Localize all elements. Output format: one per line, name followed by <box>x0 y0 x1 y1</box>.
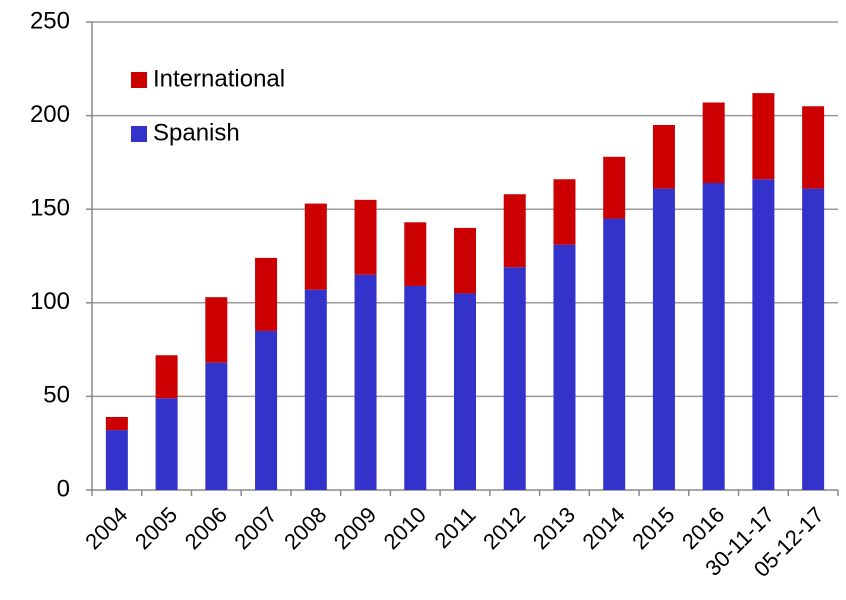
x-tick-label: 2012 <box>478 502 530 554</box>
bar-segment <box>255 257 278 331</box>
x-tick-label: 2011 <box>430 502 481 553</box>
x-tick-label: 2008 <box>279 502 331 554</box>
x-tick-label: 2015 <box>627 502 679 554</box>
x-tick-label: 2007 <box>229 502 281 554</box>
legend-swatch <box>131 126 147 142</box>
y-tick-label: 200 <box>30 101 70 128</box>
bar-segment <box>802 106 825 189</box>
legend-label: International <box>153 65 285 92</box>
bar-segment <box>752 179 775 491</box>
bar-segment <box>802 188 825 490</box>
x-tick-label: 2014 <box>578 502 630 554</box>
bar-segment <box>553 179 576 245</box>
y-tick-label: 150 <box>30 195 70 222</box>
bar-segment <box>603 156 626 219</box>
bar-segment <box>255 330 278 490</box>
bar-segment <box>702 182 725 490</box>
y-tick-label: 250 <box>30 7 70 34</box>
bar-segment <box>652 188 675 490</box>
y-tick-label: 100 <box>30 288 70 315</box>
y-tick-label: 0 <box>57 475 70 502</box>
bar-segment <box>205 297 228 363</box>
bar-segment <box>752 93 775 180</box>
bar-segment <box>354 274 377 490</box>
bar-segment <box>404 285 427 490</box>
bar-segment <box>105 416 128 431</box>
x-tick-label: 2005 <box>130 502 182 554</box>
bar-segment <box>603 218 626 490</box>
x-tick-label: 2010 <box>379 502 431 554</box>
bar-segment <box>702 102 725 183</box>
bar-segment <box>503 194 526 268</box>
y-tick-label: 50 <box>43 382 70 409</box>
x-tick-label: 2004 <box>80 502 132 554</box>
bar-segment <box>155 398 178 490</box>
bar-segment <box>354 199 377 275</box>
bar-segment <box>105 430 128 490</box>
bar-segment <box>454 227 476 294</box>
bar-segment <box>155 355 178 399</box>
x-tick-label: 2013 <box>528 502 580 554</box>
bar-segment <box>503 267 526 490</box>
bar-segment <box>454 293 476 490</box>
bar-segment <box>404 222 427 286</box>
bar-segment <box>304 203 327 290</box>
legend-swatch <box>131 72 147 88</box>
bar-segment <box>652 124 675 189</box>
x-tick-label: 2009 <box>329 502 381 554</box>
bar-segment <box>205 362 228 490</box>
legend-label: Spanish <box>153 119 240 146</box>
bar-segment <box>304 289 327 490</box>
bar-segment <box>553 244 576 490</box>
x-tick-label: 2006 <box>180 502 232 554</box>
